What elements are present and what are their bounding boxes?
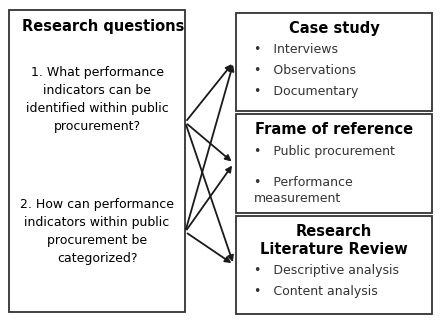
- Bar: [9, 10, 185, 312]
- Text: Case study: Case study: [289, 21, 379, 36]
- Text: •   Content analysis: • Content analysis: [254, 285, 377, 298]
- Bar: [236, 216, 432, 314]
- Text: Research questions: Research questions: [22, 19, 184, 34]
- Text: 1. What performance
indicators can be
identified within public
procurement?: 1. What performance indicators can be id…: [26, 66, 168, 133]
- Bar: [236, 114, 432, 213]
- Text: •   Descriptive analysis: • Descriptive analysis: [254, 264, 399, 277]
- Text: Frame of reference: Frame of reference: [255, 122, 413, 137]
- Text: •   Documentary: • Documentary: [254, 85, 358, 98]
- Text: •   Public procurement: • Public procurement: [254, 145, 394, 158]
- Text: •   Interviews: • Interviews: [254, 43, 337, 56]
- Text: •   Observations: • Observations: [254, 64, 355, 77]
- Bar: [236, 13, 432, 111]
- Text: •   Performance
measurement: • Performance measurement: [254, 176, 352, 205]
- Text: Research
Literature Review: Research Literature Review: [260, 224, 408, 257]
- Text: 2. How can performance
indicators within public
procurement be
categorized?: 2. How can performance indicators within…: [20, 198, 174, 265]
